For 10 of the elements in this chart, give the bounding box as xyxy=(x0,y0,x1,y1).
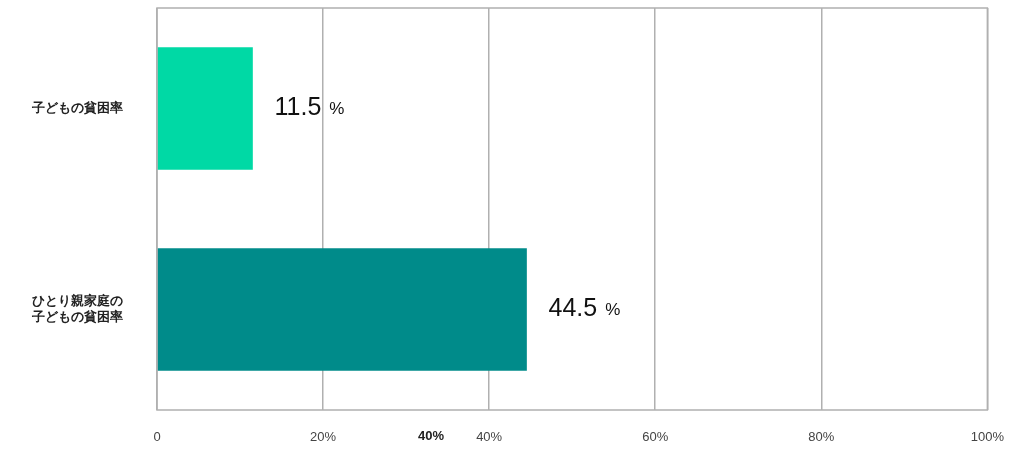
x-tick-label: 80% xyxy=(808,429,835,445)
x-tick-label: 40% xyxy=(476,429,503,445)
x-tick-label: 100% xyxy=(970,429,1005,445)
data-label: 44.5 % xyxy=(548,293,621,322)
x-tick-label: 0 xyxy=(153,429,161,445)
data-label: 11.5 % xyxy=(274,92,345,121)
x-tick-label: 20% xyxy=(310,429,337,445)
x-tick-label: 60% xyxy=(642,429,669,445)
y-tick-label: 子どもの貧困率 xyxy=(31,100,123,116)
y-tick-label: ひとり親家庭の子どもの貧困率 xyxy=(31,293,123,324)
